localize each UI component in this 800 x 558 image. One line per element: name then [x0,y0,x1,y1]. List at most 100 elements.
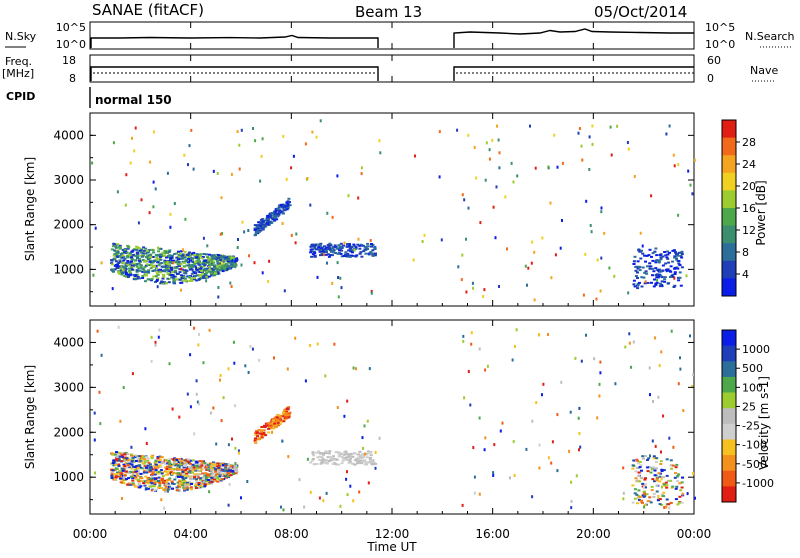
data-cell [676,475,680,477]
data-cell [315,463,319,465]
data-cell [219,479,223,482]
data-cell [658,285,662,288]
data-cell [547,166,550,170]
data-cell [119,472,122,476]
data-cell [598,394,601,398]
data-cell [178,278,182,281]
data-cell [342,255,346,257]
data-cell [130,460,134,463]
data-cell [471,281,474,285]
data-cell [561,161,564,165]
data-cell [581,158,584,162]
data-cell [350,246,354,249]
data-cell [154,275,158,278]
data-cell [347,194,350,198]
data-cell [145,442,148,445]
data-cell [193,326,196,330]
data-cell [183,489,186,492]
data-cell [188,251,192,254]
data-cell [610,153,613,157]
data-cell [283,413,287,415]
data-cell [189,353,192,357]
data-cell [190,483,193,485]
data-cell [213,267,217,270]
data-cell [317,450,320,453]
data-cell [530,261,533,265]
data-cell [461,253,464,257]
data-cell [470,331,473,335]
data-cell [467,206,470,210]
data-cell [199,253,203,256]
data-cell [154,340,157,344]
data-cell [165,486,168,489]
data-cell [147,461,151,464]
data-cell [344,251,348,254]
data-cell [666,253,670,256]
data-cell [374,451,377,454]
data-cell [361,436,364,440]
data-cell [156,273,160,276]
data-cell [137,460,141,463]
data-cell [531,495,534,499]
data-cell [252,127,254,130]
data-cell [233,361,236,365]
data-cell [132,264,136,267]
data-cell [274,421,278,424]
data-cell [304,142,307,146]
data-cell [227,463,230,465]
data-cell [122,259,126,262]
data-cell [319,242,323,245]
data-cell [126,263,129,266]
data-cell [174,261,178,264]
data-cell [243,230,246,234]
data-cell [217,286,220,289]
data-cell [133,476,137,479]
data-cell [332,249,336,252]
data-cell [227,464,231,467]
data-cell [337,276,340,279]
data-cell [129,470,133,473]
data-cell [358,450,362,453]
data-cell [258,438,262,440]
nsky-label: N.Sky [5,30,37,43]
colorbar-swatch [722,345,736,362]
data-cell [354,255,358,258]
data-cell [188,481,192,484]
data-cell [462,334,465,338]
data-cell [349,457,353,460]
data-cell [158,461,162,464]
data-cell [669,265,673,268]
data-cell [214,468,217,471]
data-cell [248,254,250,258]
data-cell [157,479,160,482]
data-cell [123,269,127,272]
data-cell [267,422,271,425]
data-cell [339,276,342,280]
data-cell [195,392,198,396]
data-cell [640,276,644,279]
data-cell [276,424,280,427]
data-cell [336,174,339,178]
data-cell [649,393,651,397]
data-cell [191,469,195,472]
data-cell [210,259,214,262]
data-cell [653,480,656,483]
data-cell [151,265,155,268]
data-cell [168,462,172,465]
data-cell [213,476,217,479]
data-cell [158,484,162,487]
data-cell [203,462,207,464]
data-cell [229,467,233,470]
data-cell [171,277,175,280]
data-cell [227,443,230,447]
data-cell [184,471,188,473]
data-cell [334,458,337,461]
data-cell [341,459,345,462]
data-cell [125,251,129,254]
data-cell [281,205,285,208]
data-cell [167,484,171,486]
data-cell [681,476,684,479]
data-cell [266,218,270,221]
data-cell [126,462,130,465]
data-cell [152,275,156,278]
